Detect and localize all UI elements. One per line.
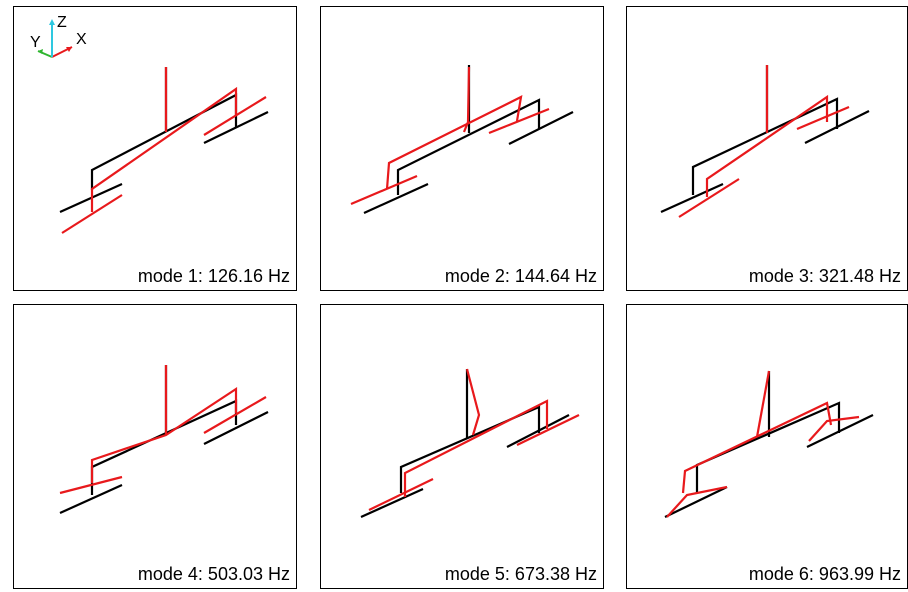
mode-caption: mode 5: 673.38 Hz (444, 564, 597, 584)
mode-caption: mode 2: 144.64 Hz (444, 266, 597, 286)
mode-shape-plot (664, 370, 874, 518)
mode-panel-3: mode 3: 321.48 Hz (626, 6, 908, 291)
mode-caption: mode 3: 321.48 Hz (748, 266, 901, 286)
mode-panel-5: mode 5: 673.38 Hz (320, 304, 604, 589)
deformed-structure (368, 368, 580, 511)
z-axis-label: Z (57, 14, 67, 31)
undeformed-structure (360, 369, 570, 519)
deformed-structure (666, 370, 860, 518)
mode-panel-6: mode 6: 963.99 Hz (626, 304, 908, 589)
mode-shape-plot (59, 365, 269, 515)
mode-caption: mode 4: 503.03 Hz (137, 564, 290, 584)
mode-panel-1: X Y Z mode 1: 126.16 Hz (13, 6, 297, 291)
coordinate-triad: X Y Z (30, 14, 87, 58)
undeformed-structure (664, 371, 874, 518)
deformed-structure (61, 67, 267, 234)
x-axis-label: X (76, 31, 87, 48)
mode-shape-plot: X Y Z (30, 14, 269, 234)
mode-panel-2: mode 2: 144.64 Hz (320, 6, 604, 291)
mode-shape-plot (660, 65, 870, 218)
mode-shape-plot (350, 65, 574, 215)
mode-shape-plot (360, 368, 580, 519)
mode-caption: mode 6: 963.99 Hz (748, 564, 901, 584)
deformed-structure (678, 65, 850, 218)
mode-caption: mode 1: 126.16 Hz (137, 266, 290, 286)
mode-panel-4: mode 4: 503.03 Hz (13, 304, 297, 589)
y-axis-label: Y (30, 34, 41, 51)
deformed-structure (59, 365, 267, 495)
deformed-structure (350, 66, 550, 206)
